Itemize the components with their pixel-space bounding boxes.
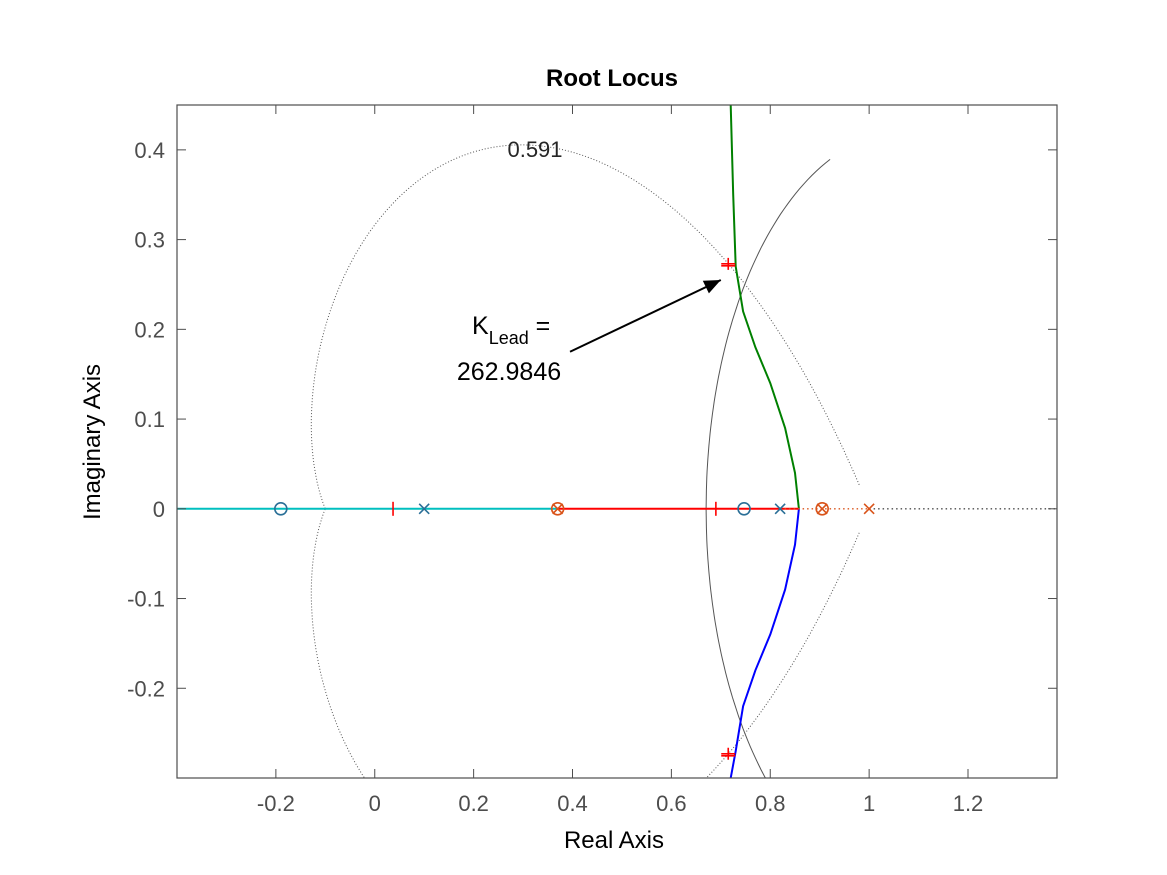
axes-box bbox=[176, 104, 1058, 779]
x-tick-label: 1 bbox=[863, 791, 875, 816]
annotation-arrow bbox=[569, 279, 722, 353]
zero-marker-0 bbox=[274, 501, 288, 516]
zero-marker-1 bbox=[737, 501, 751, 516]
plot-content bbox=[177, 105, 1057, 778]
gain-marker-1 bbox=[721, 747, 736, 760]
y-tick-label: 0.4 bbox=[134, 138, 165, 163]
annotation-equals: = bbox=[529, 312, 551, 340]
x-tick-label: 0 bbox=[369, 791, 381, 816]
x-tick-label: 0.4 bbox=[557, 791, 588, 816]
arrow-shaft bbox=[569, 279, 722, 353]
damping-ratio-label: 0.591 bbox=[507, 137, 562, 162]
x-tick-label: -0.2 bbox=[257, 791, 295, 816]
pole-marker-4 bbox=[863, 503, 875, 515]
y-axis-label: Imaginary Axis bbox=[79, 364, 106, 520]
annotation-k-label: KLead = bbox=[472, 312, 550, 348]
damping-curve-upper bbox=[310, 144, 860, 509]
pole-marker-3 bbox=[816, 503, 828, 515]
x-tick-label: 0.2 bbox=[458, 791, 489, 816]
y-tick-label: 0 bbox=[153, 497, 165, 522]
annotation-k-subscript: Lead bbox=[489, 328, 529, 348]
gain-annotation: KLead = 262.9846 bbox=[457, 279, 722, 386]
y-tick-label: -0.2 bbox=[127, 676, 165, 701]
x-tick-label: 0.8 bbox=[755, 791, 786, 816]
zero-marker-2 bbox=[550, 501, 565, 516]
y-tick-label: 0.3 bbox=[134, 228, 165, 253]
locus-branch-0 bbox=[729, 105, 800, 509]
gain-marker-0 bbox=[721, 257, 736, 270]
damping-curve-lower bbox=[310, 508, 860, 778]
x-tick-label: 1.2 bbox=[953, 791, 984, 816]
y-tick-label: -0.1 bbox=[127, 587, 165, 612]
plot-area bbox=[177, 105, 1057, 778]
y-tick-label: 0.1 bbox=[134, 407, 165, 432]
chart-title: Root Locus bbox=[546, 65, 678, 92]
x-tick-label: 0.6 bbox=[656, 791, 687, 816]
pole-marker-0 bbox=[418, 503, 430, 515]
pole-marker-1 bbox=[774, 503, 786, 515]
zero-marker-3 bbox=[815, 501, 829, 516]
axis-ticks: -0.2 0 0.2 0.4 0.6 0.8 1 1.2 -0.2 -0.1 0 0.1 0.2 0.3 0… bbox=[127, 105, 1057, 816]
y-tick-label: 0.2 bbox=[134, 317, 165, 342]
annotation-gain-value: 262.9846 bbox=[457, 358, 561, 386]
locus-branch-1 bbox=[729, 508, 800, 778]
pole-marker-2 bbox=[552, 503, 564, 515]
x-axis-label: Real Axis bbox=[564, 827, 664, 854]
annotation-k: K bbox=[472, 312, 489, 340]
arrow-head bbox=[702, 280, 721, 294]
